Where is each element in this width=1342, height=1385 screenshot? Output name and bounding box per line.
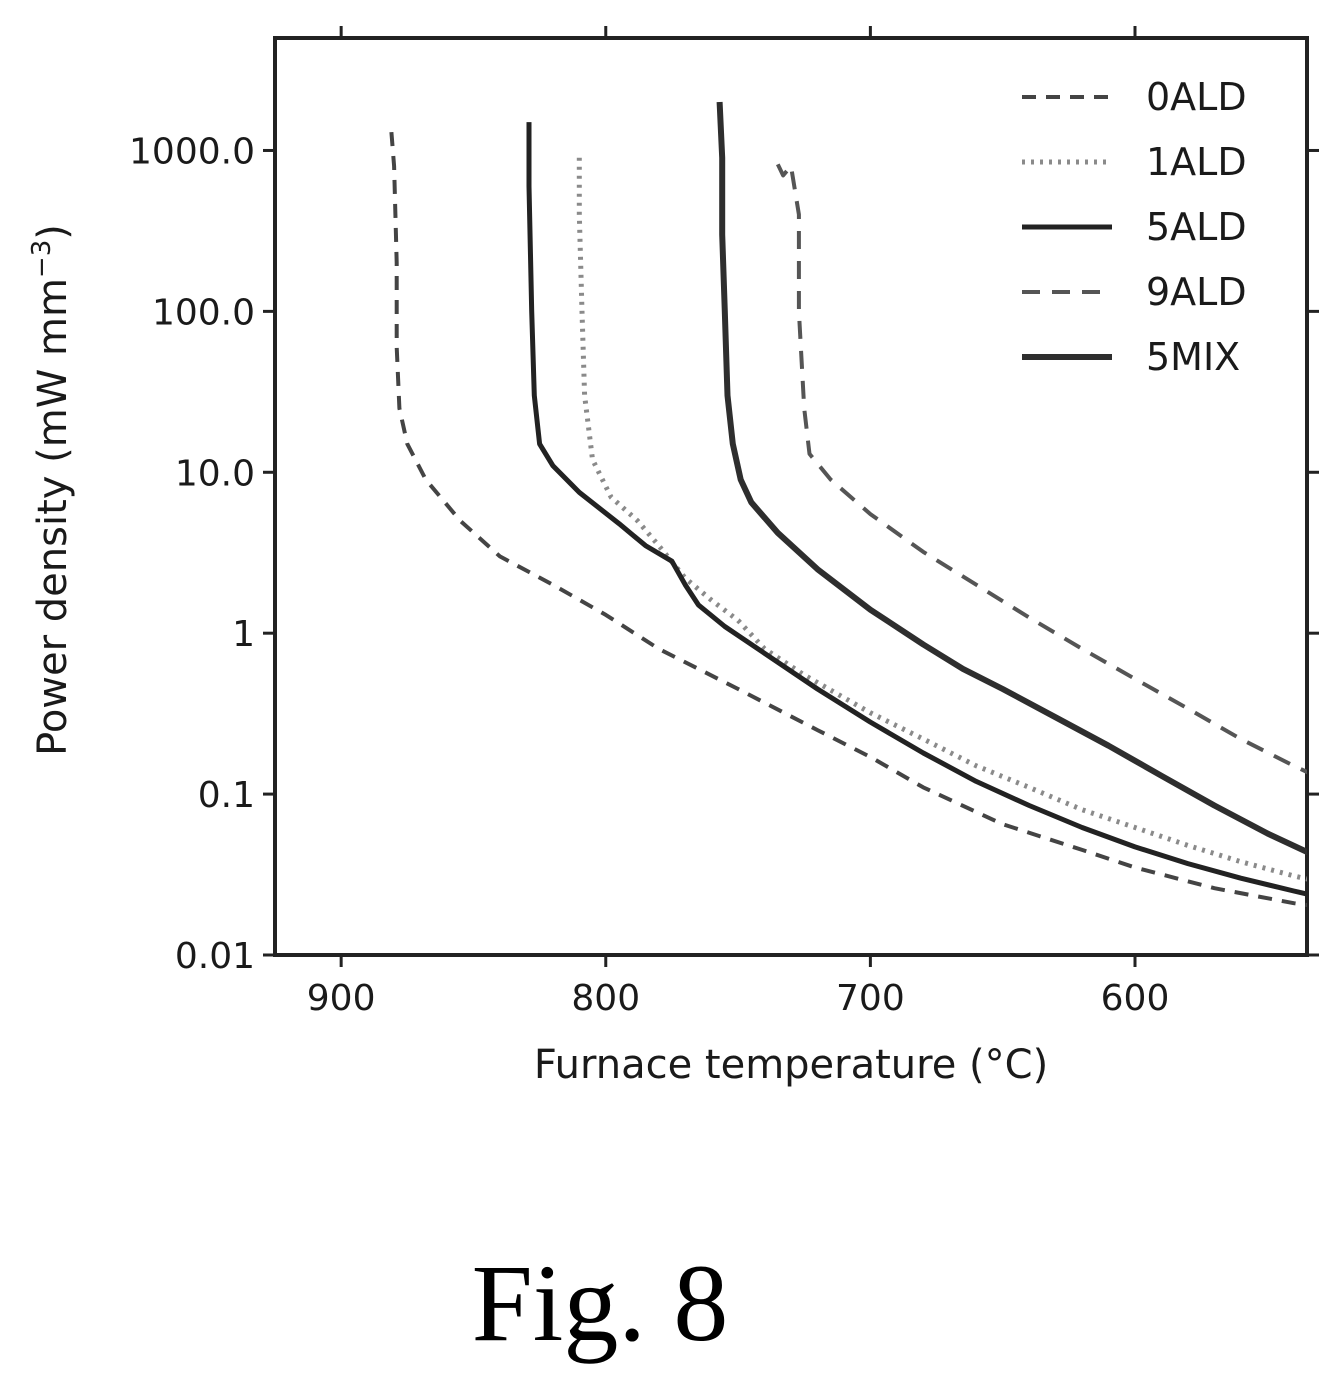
x-tick-label: 800 xyxy=(571,978,640,1019)
y-tick-label: 0.01 xyxy=(175,936,255,977)
x-tick-label: 900 xyxy=(307,978,376,1019)
x-axis: 900800700600500 xyxy=(307,26,1170,1019)
legend-label: 5ALD xyxy=(1146,205,1247,249)
figure-caption: Fig. 8 xyxy=(472,1242,729,1364)
y-tick-label: 1 xyxy=(232,614,255,655)
series-line-5ald xyxy=(526,122,1307,897)
y-axis-title-exponent: −3 xyxy=(27,240,57,278)
y-tick-label: 1000.0 xyxy=(129,131,255,172)
y-axis-title-main: Power density (mW mm xyxy=(30,278,76,756)
x-tick-label: 700 xyxy=(836,978,905,1019)
series-line-1ald xyxy=(576,157,1307,882)
legend-label: 0ALD xyxy=(1146,75,1247,119)
series-line-5mix xyxy=(716,101,1307,856)
legend-label: 5MIX xyxy=(1146,335,1240,379)
y-tick-label: 100.0 xyxy=(152,292,255,333)
series-line-9ald xyxy=(775,163,1307,775)
series-layer xyxy=(389,101,1307,907)
legend-label: 9ALD xyxy=(1146,270,1247,314)
legend: 0ALD 1ALD 5ALD 9ALD 5MIX xyxy=(1022,75,1247,379)
plot-frame xyxy=(273,36,1309,957)
series-line-0ald xyxy=(389,131,1307,907)
y-axis-title-close: ) xyxy=(30,224,76,240)
y-tick-label: 10.0 xyxy=(175,453,255,494)
y-axis: 0.01 0.1 1 10.0 100.0 1000.0 xyxy=(129,131,1319,977)
x-tick-label: 600 xyxy=(1101,978,1170,1019)
x-axis-title: Furnace temperature (°C) xyxy=(534,1042,1048,1088)
y-tick-label: 0.1 xyxy=(198,775,255,816)
legend-label: 1ALD xyxy=(1146,140,1247,184)
y-axis-title: Power density (mW mm−3) xyxy=(27,224,76,756)
